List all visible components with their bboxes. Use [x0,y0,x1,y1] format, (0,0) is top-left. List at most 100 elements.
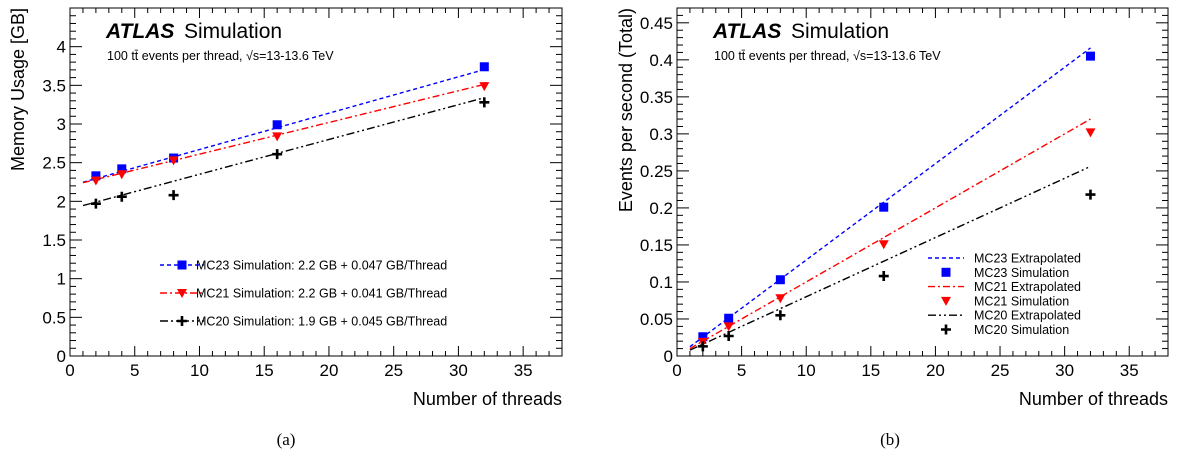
x-tick-label: 5 [737,361,746,380]
y-tick-label: 0.3 [649,125,673,144]
data-point [91,171,101,181]
y-axis-title: Events per second (Total) [616,8,636,212]
y-tick-label: 0.2 [649,199,673,218]
y-tick-label: 0 [57,347,66,366]
x-tick-label: 35 [514,361,533,380]
y-tick-label: 0.4 [649,51,673,70]
y-tick-label: 0.1 [649,273,673,292]
x-tick-label: 15 [255,361,274,380]
y-tick-label: 0.35 [640,88,673,107]
data-point [878,271,889,282]
legend-key-marker [177,260,187,270]
data-point [1085,128,1096,138]
data-point [723,322,734,332]
atlas-label: ATLAS [105,20,174,43]
data-point [775,275,785,285]
x-tick-label: 30 [1055,361,1074,380]
data-point [168,190,179,201]
panel-b: 0 5 10 15 20 25 30 35 0 0.05 0.1 0.15 0.2 0.25 0.3 0.3… [616,7,1169,449]
y-tick-labels: 0 0.5 1 1.5 2 2.5 3 3.5 4 [42,38,66,366]
y-tick-label: 4 [57,38,66,57]
data-markers [697,51,1096,352]
y-tick-label: 0.45 [640,14,673,33]
legend-entry: MC23 Simulation: 2.2 GB + 0.047 GB/Threa… [196,259,447,273]
legend-entry: MC21 Simulation [974,294,1069,308]
legend: MC23 Simulation: 2.2 GB + 0.047 GB/Threa… [160,259,447,329]
y-tick-label: 3 [57,115,66,134]
data-point [697,341,708,352]
x-tick-label: 30 [449,361,468,380]
extrapolated-line [689,118,1091,350]
x-tick-label: 15 [861,361,880,380]
legend-key-marker [941,296,951,306]
extrapolated-lines [689,47,1091,351]
fit-line [82,97,485,207]
data-point [90,198,101,209]
x-tick-labels: 0 5 10 15 20 25 30 35 [672,361,1138,380]
x-tick-label: 5 [130,361,139,380]
data-point [1085,189,1096,200]
y-tick-label: 3.5 [42,76,66,95]
data-point [116,191,127,202]
subtitle: 100 tt̄ events per thread, √s=13-13.6 Te… [107,49,334,63]
legend-entry: MC20 Extrapolated [974,309,1081,323]
atlas-label: ATLAS [712,20,781,43]
legend-key-marker [177,316,187,326]
fit-line [82,68,485,183]
y-tick-label: 1.5 [42,231,66,250]
x-tick-label: 0 [672,361,681,380]
y-tick-label: 0.15 [640,236,673,255]
y-tick-label: 0.05 [640,310,673,329]
data-point [272,120,282,130]
axis-ticks [676,7,1169,357]
legend-key-marker [177,289,187,298]
data-point [479,62,489,72]
y-tick-label: 0.25 [640,162,673,181]
legend-entry: MC23 Extrapolated [974,252,1081,266]
fit-lines [82,68,485,207]
data-point [775,310,786,321]
legend-entry: MC21 Simulation: 2.2 GB + 0.041 GB/Threa… [196,287,447,301]
legend-entry: MC20 Simulation [974,323,1069,337]
data-point [479,97,490,108]
x-tick-label: 20 [926,361,945,380]
data-point [90,176,101,186]
atlas-suffix: Simulation [791,20,889,43]
data-point [723,331,734,342]
y-tick-label: 2 [57,192,66,211]
fit-line [82,83,485,184]
legend-entry: MC20 Simulation: 1.9 GB + 0.045 GB/Threa… [196,315,447,329]
x-tick-label: 25 [384,361,403,380]
y-tick-label: 0.5 [42,308,66,327]
x-axis-title: Number of threads [1019,389,1168,409]
x-tick-label: 10 [797,361,816,380]
data-point [775,294,786,304]
y-tick-labels: 0 0.05 0.1 0.15 0.2 0.25 0.3 0.35 0.4 0.45 [640,14,673,366]
data-point [272,149,283,160]
data-point [117,164,127,174]
panel-a: 0 5 10 15 20 25 30 35 0 0.5 1 1.5 2 2.5 3 3.5 4 MC23 Si… [8,7,563,449]
atlas-suffix: Simulation [184,20,282,43]
data-point [168,156,179,166]
extrapolated-line [689,47,1091,348]
caption: (a) [277,430,296,449]
data-point [878,240,889,250]
y-tick-label: 0 [664,347,673,366]
y-tick-label: 2.5 [42,154,66,173]
data-point [1085,51,1095,61]
x-tick-label: 35 [1120,361,1139,380]
data-markers [90,62,490,209]
data-point [272,132,283,142]
x-tick-label: 0 [65,361,74,380]
legend-entry: MC21 Extrapolated [974,280,1081,294]
caption: (b) [880,430,900,449]
x-axis-title: Number of threads [413,389,562,409]
data-point [116,170,127,180]
x-tick-label: 25 [991,361,1010,380]
data-point [479,82,490,92]
data-point [879,202,889,212]
y-axis-title: Memory Usage [GB] [8,8,28,171]
axis-ticks [69,8,563,357]
